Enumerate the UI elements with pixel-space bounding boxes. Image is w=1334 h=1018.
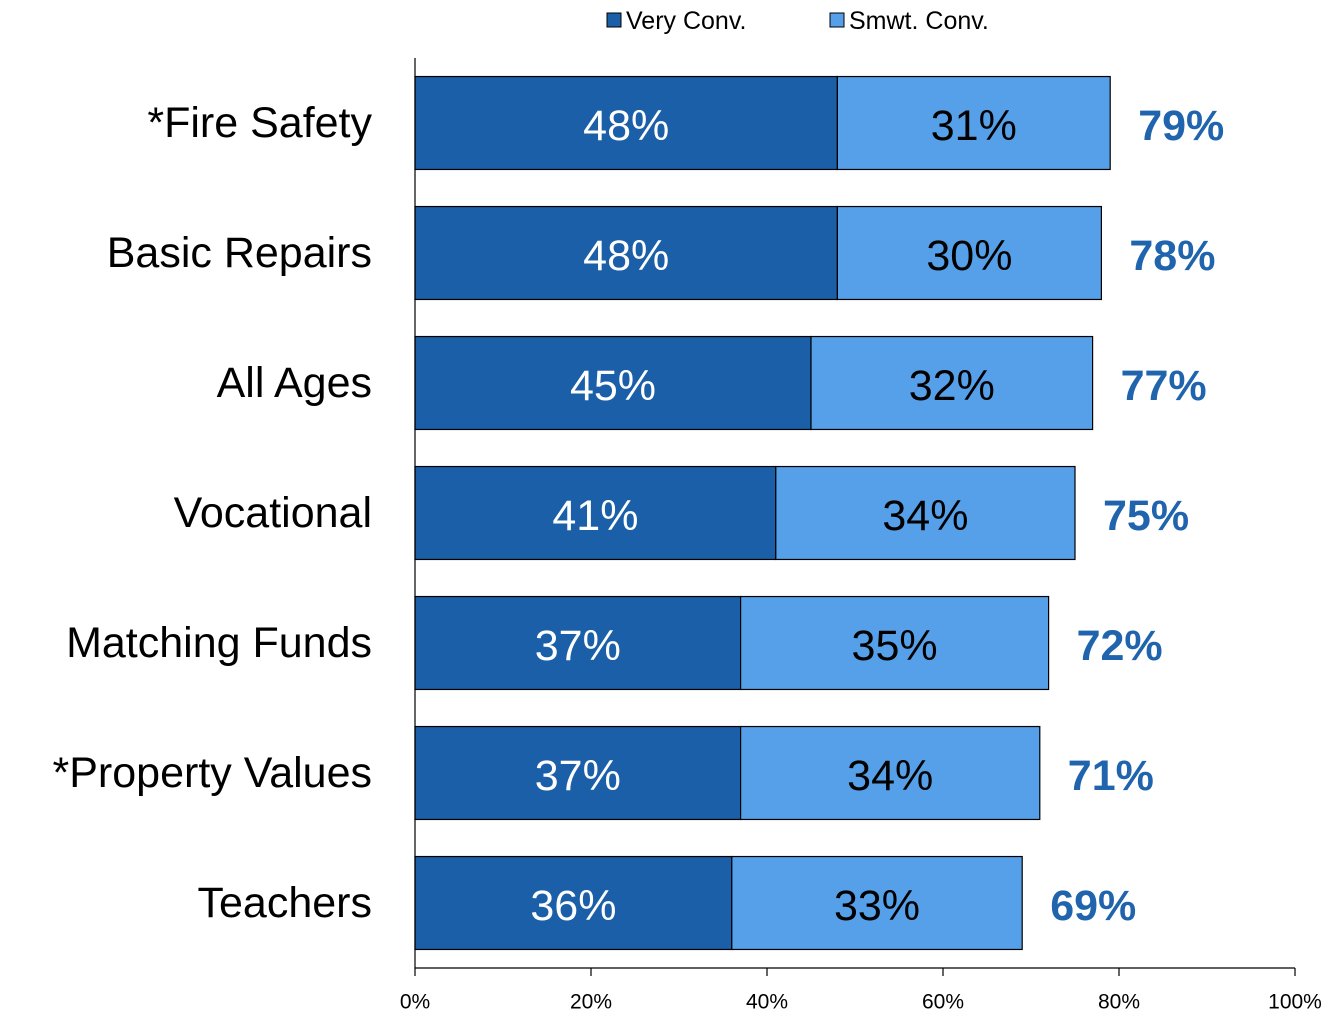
x-tick-label: 40% [746, 991, 788, 1014]
total-label: 78% [1129, 232, 1215, 280]
x-tick-label: 60% [922, 991, 964, 1014]
y-tick-label: *Fire Safety [147, 99, 372, 147]
bar-segment [836, 205, 1103, 301]
total-label: 75% [1103, 492, 1189, 540]
legend-swatch [829, 12, 845, 28]
legend-swatch [606, 12, 622, 28]
legend-label: Smwt. Conv. [849, 7, 989, 35]
y-tick-label: *Property Values [53, 749, 372, 797]
y-tick-label: Teachers [198, 879, 372, 927]
data-label: 33% [834, 882, 920, 930]
x-tick-label: 100% [1268, 991, 1322, 1014]
data-label: 41% [552, 492, 638, 540]
total-label: 72% [1077, 622, 1163, 670]
y-tick-label: Vocational [174, 489, 372, 537]
data-label: 30% [926, 232, 1012, 280]
bar-segment [414, 335, 812, 431]
bar-segment [731, 855, 1023, 951]
y-tick-label: Matching Funds [66, 619, 372, 667]
legend-label: Very Conv. [626, 7, 746, 35]
data-label: 32% [909, 362, 995, 410]
total-label: 77% [1121, 362, 1207, 410]
data-label: 34% [847, 752, 933, 800]
data-label: 34% [882, 492, 968, 540]
total-label: 69% [1050, 882, 1136, 930]
data-label: 37% [535, 752, 621, 800]
bar-segment [836, 75, 1111, 171]
y-tick-label: All Ages [217, 359, 372, 407]
data-label: 31% [931, 102, 1017, 150]
x-tick-label: 20% [570, 991, 612, 1014]
data-label: 35% [852, 622, 938, 670]
x-tick-label: 80% [1098, 991, 1140, 1014]
y-tick-label: Basic Repairs [107, 229, 372, 277]
bar-segment [739, 725, 1041, 821]
total-label: 79% [1138, 102, 1224, 150]
total-label: 71% [1068, 752, 1154, 800]
bar-segment [810, 335, 1094, 431]
data-label: 36% [530, 882, 616, 930]
data-label: 37% [535, 622, 621, 670]
data-label: 48% [583, 102, 669, 150]
bar-segment [414, 75, 838, 171]
bar-segment [414, 205, 838, 301]
x-tick-label: 0% [400, 991, 430, 1014]
bar-segment [775, 465, 1076, 561]
data-label: 48% [583, 232, 669, 280]
bar-segment [414, 855, 733, 951]
data-label: 45% [570, 362, 656, 410]
bar-segment [414, 465, 777, 561]
bar-segment [739, 595, 1050, 691]
